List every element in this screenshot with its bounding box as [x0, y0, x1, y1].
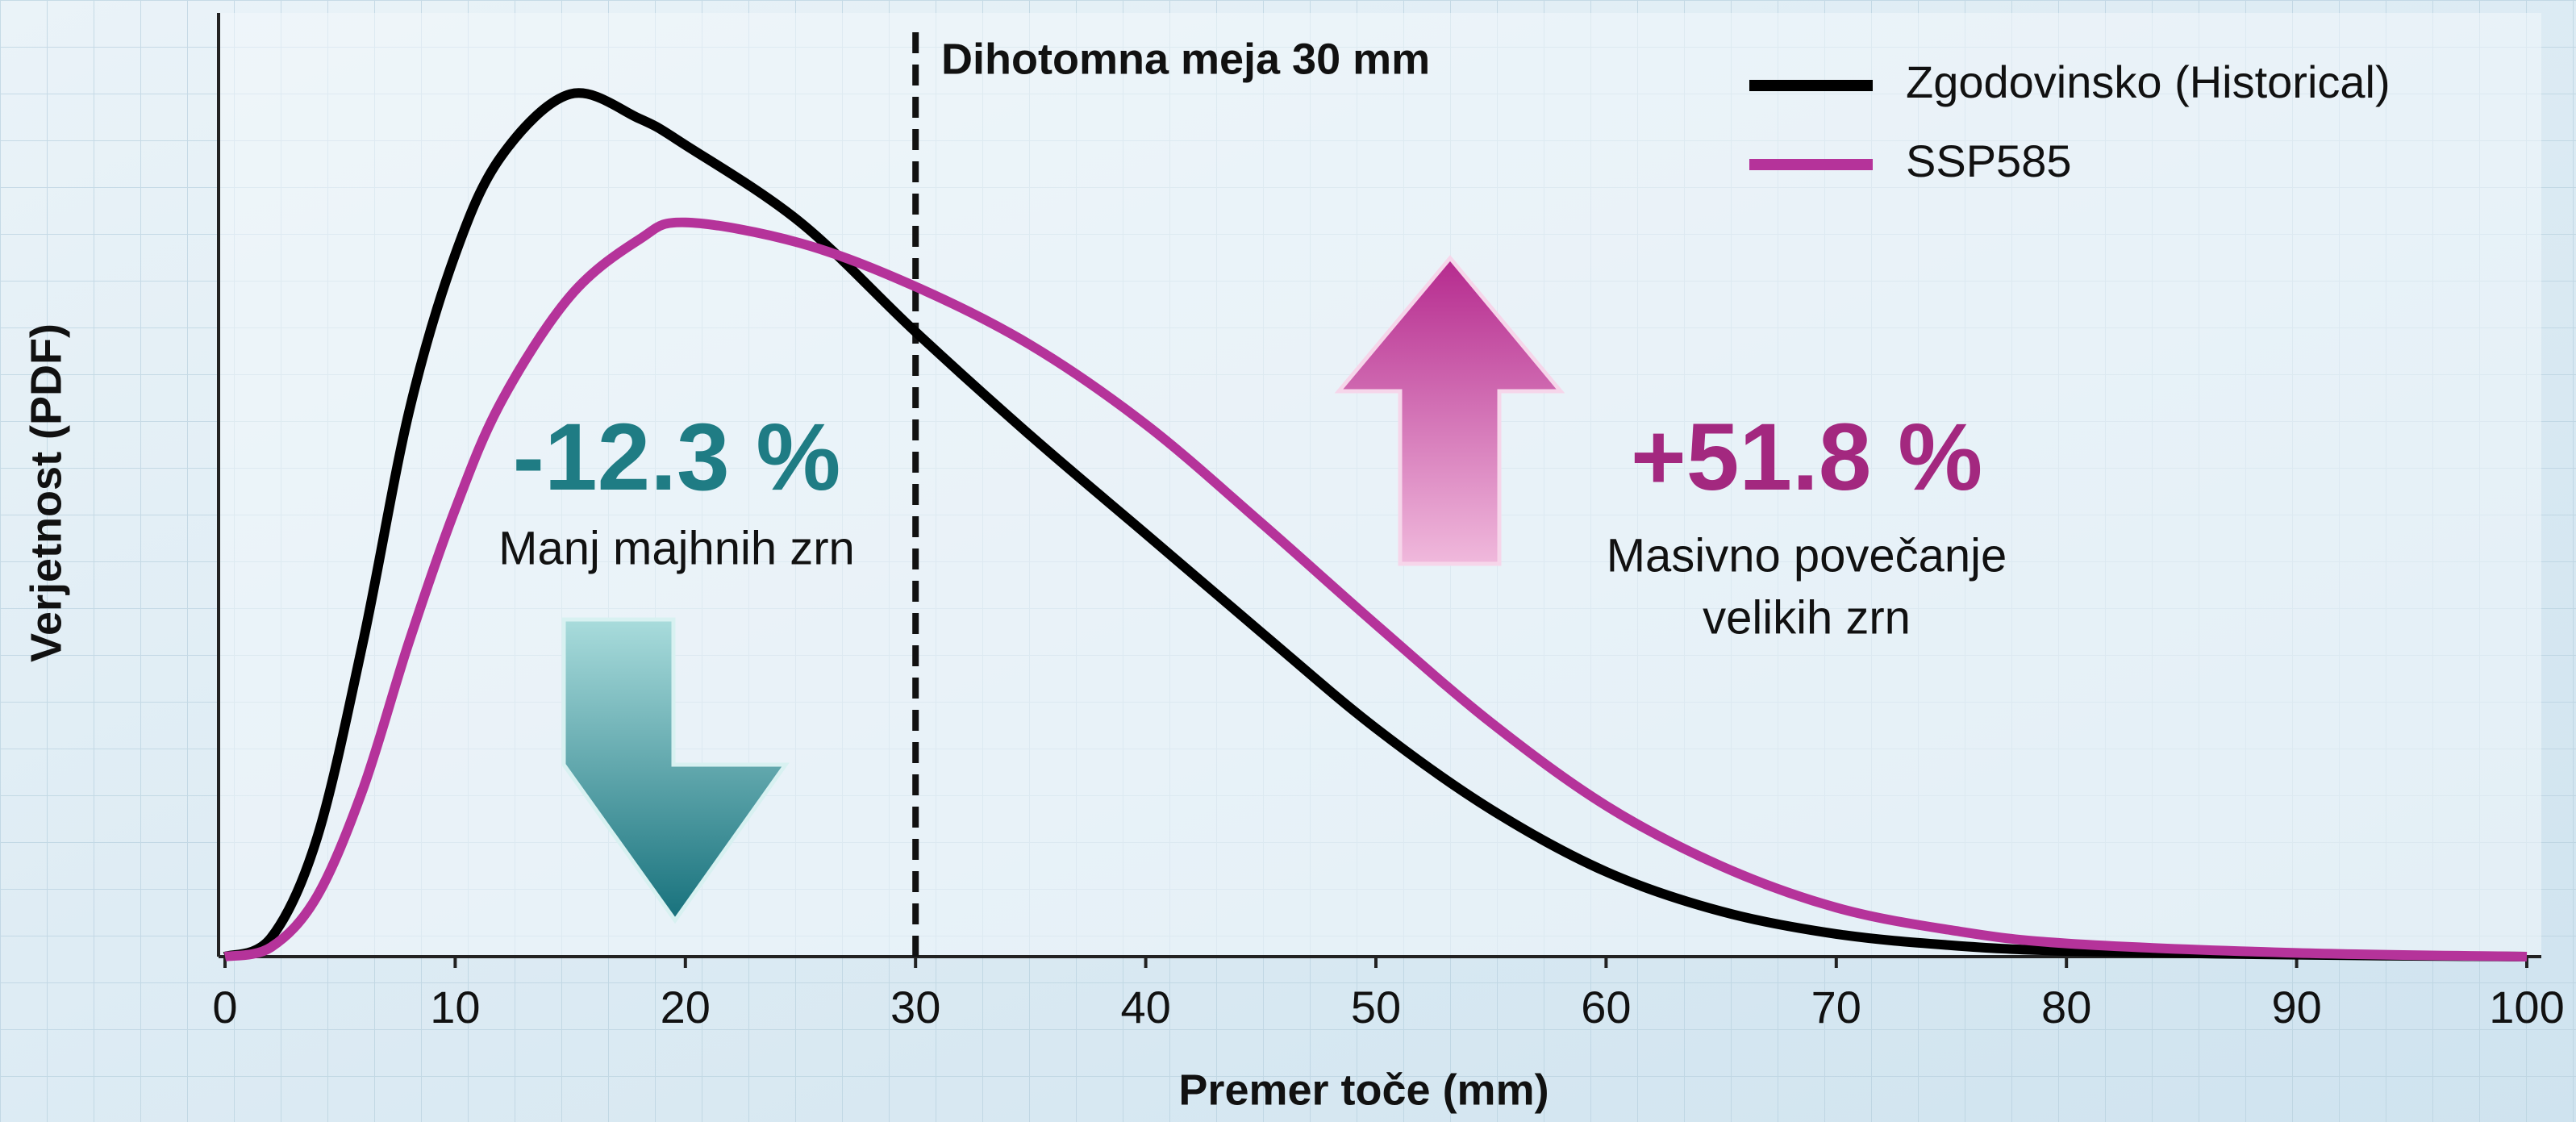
x-tick-label: 20 [661, 982, 711, 1032]
legend-label: Zgodovinsko (Historical) [1906, 56, 2391, 107]
y-axis-label: Verjetnost (PDF) [22, 323, 70, 662]
series-line [223, 217, 2528, 961]
annotation-value: -12.3 % [513, 404, 841, 511]
x-tick-label: 40 [1120, 982, 1170, 1032]
x-tick-label: 80 [2041, 982, 2091, 1032]
annotation-text: Manj majhnih zrn [498, 522, 855, 574]
threshold-label: Dihotomna meja 30 mm [941, 35, 1430, 83]
x-tick-label: 90 [2271, 982, 2321, 1032]
up-arrow [1334, 255, 1565, 566]
x-tick-label: 60 [1581, 982, 1631, 1032]
x-tick-label: 10 [430, 982, 480, 1032]
x-tick-label: 70 [1811, 982, 1861, 1032]
down-arrow [561, 617, 790, 924]
series-line [223, 88, 2528, 961]
x-tick-label: 0 [212, 982, 237, 1032]
legend-label: SSP585 [1906, 136, 2072, 186]
x-tick-label: 30 [890, 982, 940, 1032]
annotation-text: velikih zrn [1703, 591, 1911, 644]
x-tick-label: 50 [1351, 982, 1401, 1032]
x-axis-label: Premer toče (mm) [1178, 1066, 1549, 1114]
annotation-text: Masivno povečanje [1607, 529, 2007, 582]
x-tick-label: 100 [2489, 982, 2564, 1032]
annotation-value: +51.8 % [1631, 404, 1982, 511]
